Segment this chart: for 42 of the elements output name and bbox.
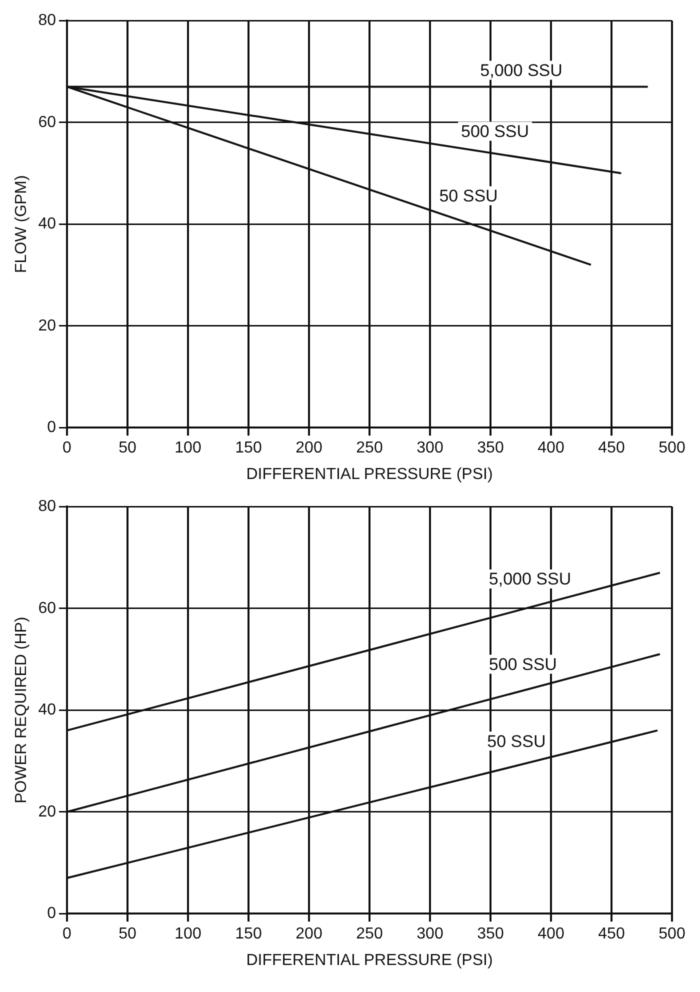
x-tick-label: 400: [538, 926, 564, 943]
x-tick-label: 100: [174, 926, 202, 943]
x-tick-label: 0: [62, 926, 72, 943]
x-tick-label: 350: [477, 926, 504, 943]
x-tick-label: 500: [658, 440, 686, 457]
x-tick-label: 450: [598, 440, 625, 457]
x-tick-label: 500: [658, 926, 686, 943]
x-tick-label: 350: [477, 440, 504, 457]
x-tick-label: 150: [235, 440, 262, 457]
x-tick-label: 50: [118, 926, 136, 943]
x-axis-title: DIFFERENTIAL PRESSURE (PSI): [246, 952, 493, 969]
y-tick-label: 80: [38, 12, 56, 30]
series-label: 50 SSU: [439, 186, 498, 206]
y-tick-label: 40: [38, 702, 56, 719]
x-tick-label: 450: [598, 926, 625, 943]
y-tick-label: 60: [38, 600, 56, 617]
y-tick-label: 80: [38, 498, 56, 516]
series-label: 500 SSU: [461, 122, 530, 141]
y-axis-title: POWER REQUIRED (HP): [13, 616, 30, 804]
x-tick-label: 200: [296, 440, 322, 457]
y-tick-label: 0: [47, 905, 56, 922]
series-label: 500 SSU: [488, 654, 557, 674]
x-tick-label: 100: [174, 440, 202, 457]
y-tick-label: 20: [38, 317, 56, 334]
x-tick-label: 0: [62, 440, 72, 457]
x-axis-title: DIFFERENTIAL PRESSURE (PSI): [246, 466, 493, 483]
x-tick-label: 250: [356, 440, 383, 457]
x-tick-label: 150: [235, 926, 262, 943]
series-label: 5,000 SSU: [480, 60, 562, 80]
y-tick-label: 40: [38, 216, 56, 233]
x-tick-label: 400: [538, 440, 564, 457]
y-axis-title: FLOW (GPM): [13, 175, 30, 273]
y-tick-label: 0: [47, 419, 56, 436]
y-tick-label: 20: [38, 803, 56, 820]
y-tick-label: 60: [38, 114, 56, 131]
x-tick-label: 50: [118, 440, 136, 457]
x-tick-label: 300: [416, 926, 444, 943]
series-label: 5,000 SSU: [488, 570, 572, 589]
x-tick-label: 300: [416, 440, 444, 457]
series-label: 50 SSU: [487, 732, 546, 751]
x-tick-label: 200: [296, 926, 322, 943]
x-tick-label: 250: [356, 926, 383, 943]
